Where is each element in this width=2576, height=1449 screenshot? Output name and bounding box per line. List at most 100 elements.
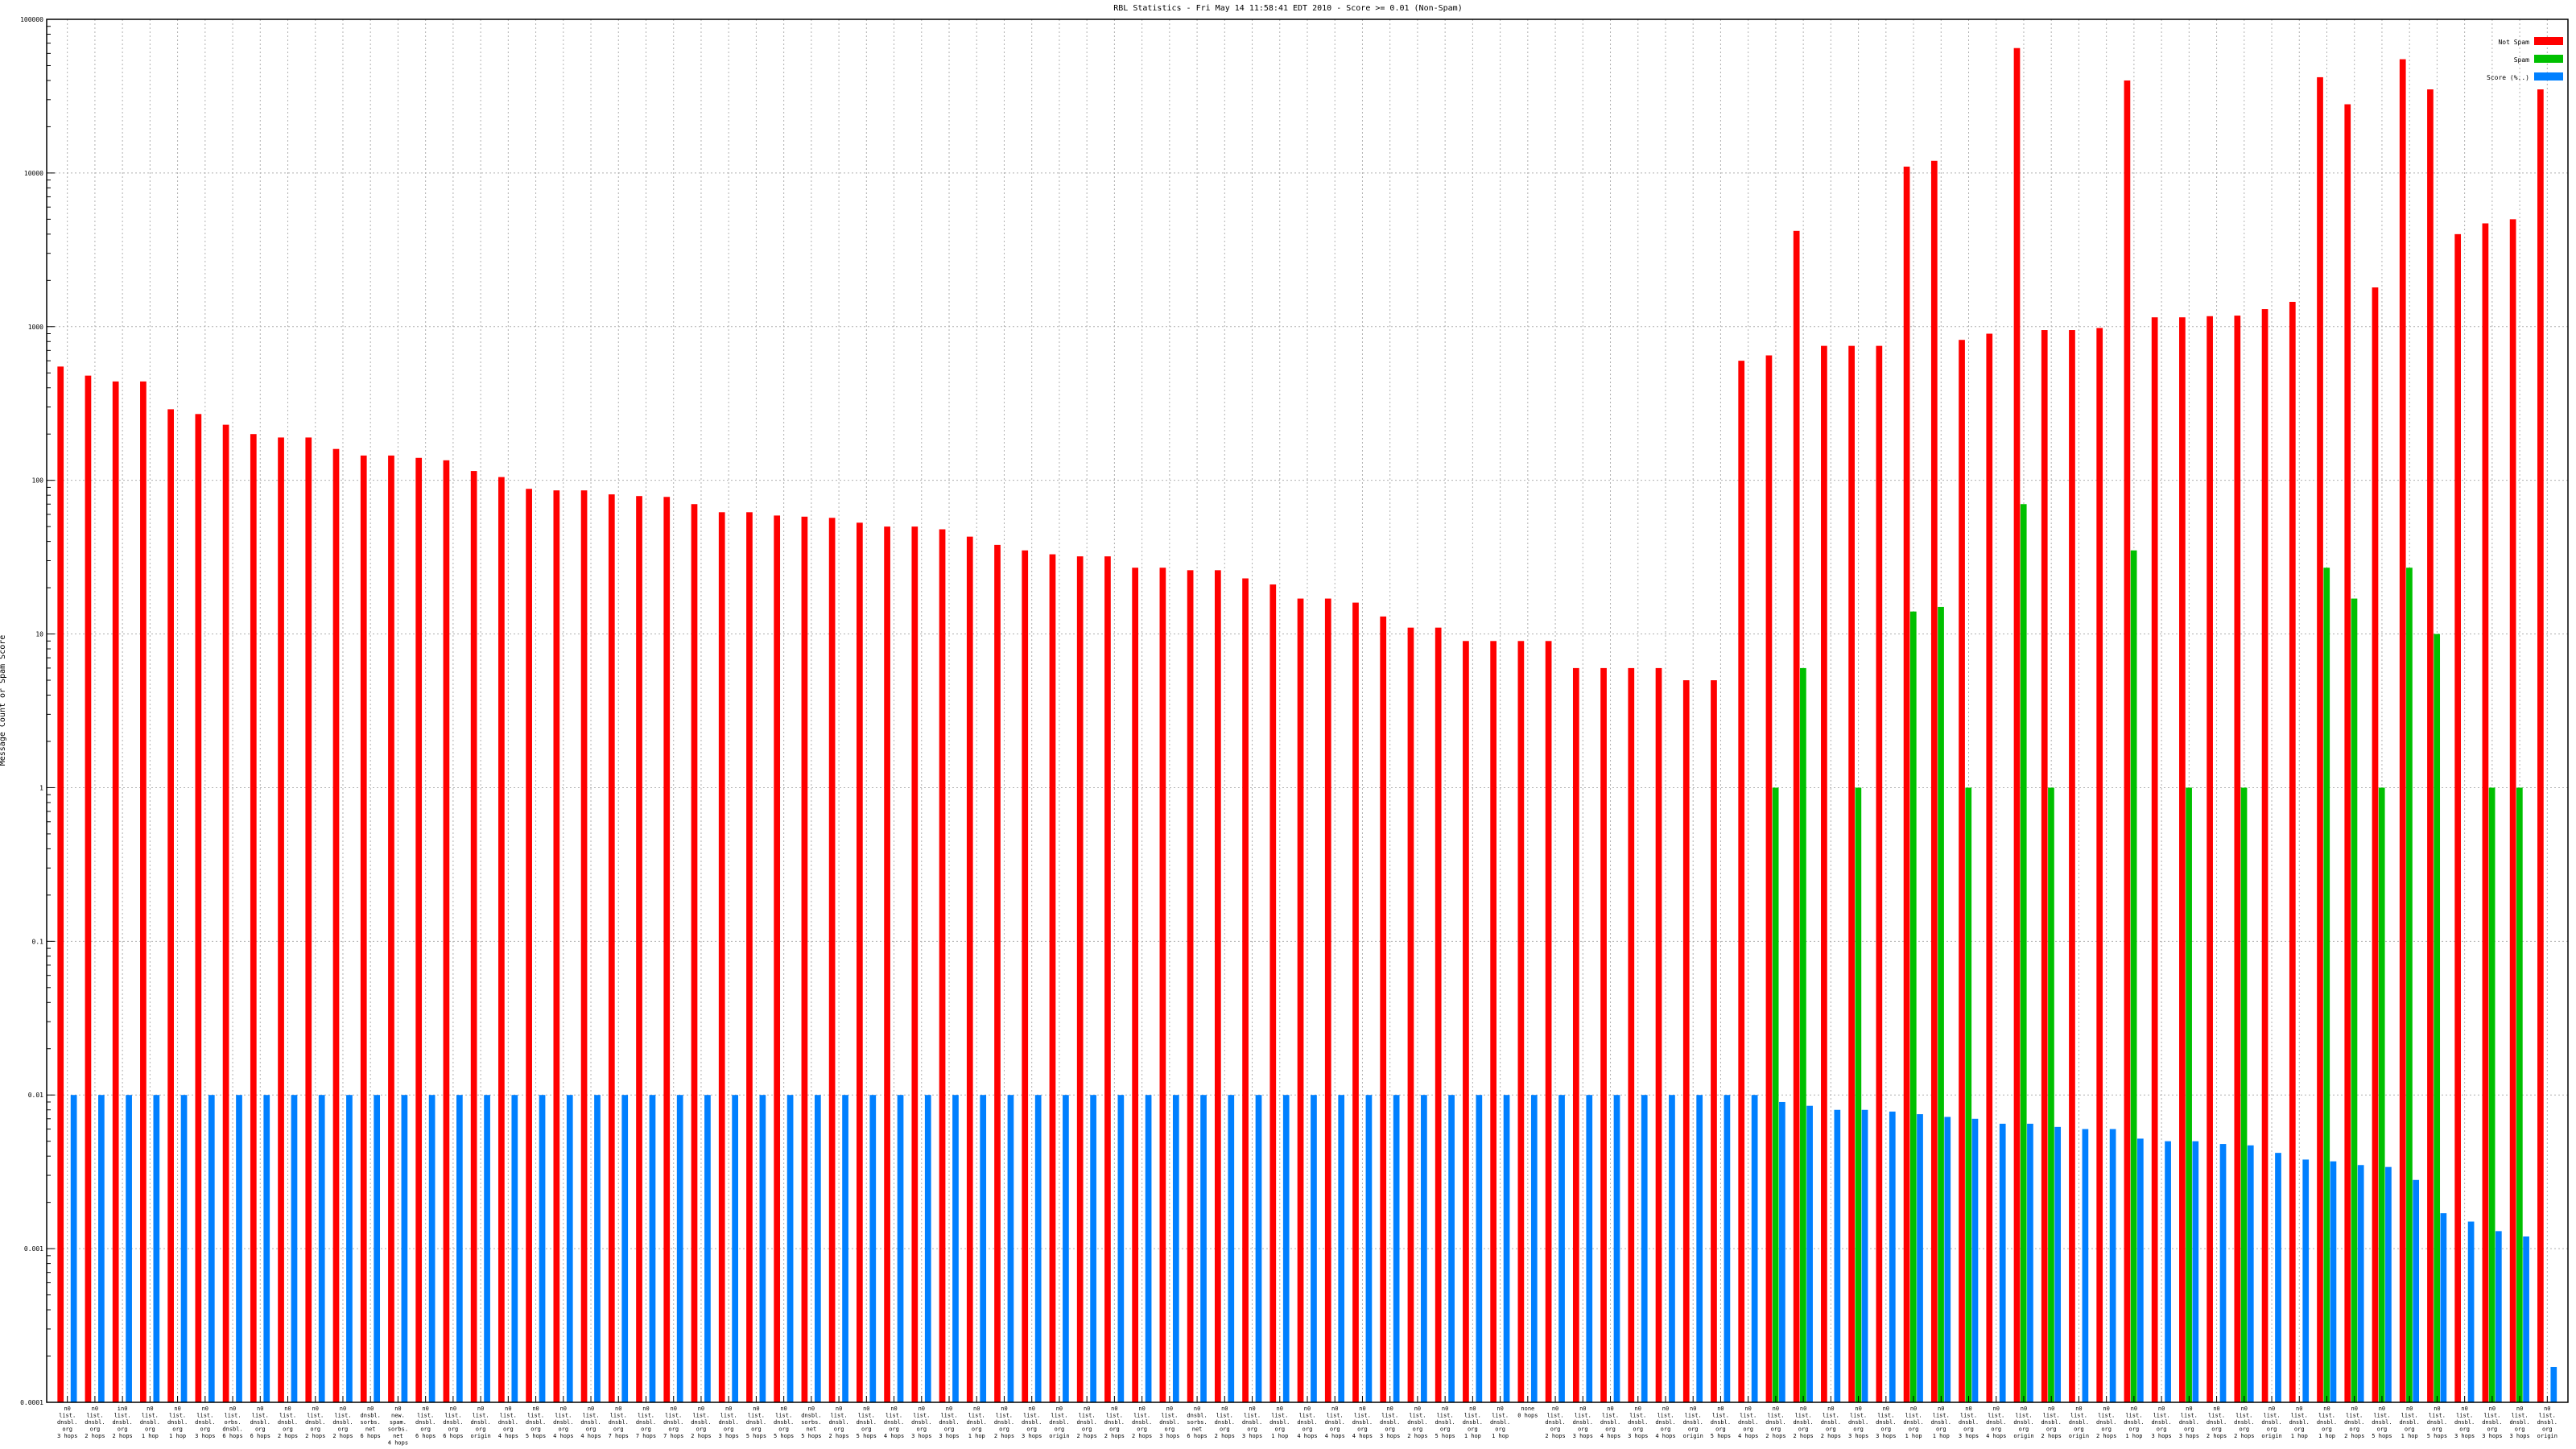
bar-score (180, 1095, 188, 1402)
x-tick-label-line: dnsbl. (774, 1419, 794, 1426)
x-tick-label-line: org (1274, 1426, 1285, 1433)
bar-spam (1855, 787, 1862, 1402)
x-tick-label: n0 list. dnsbl. org 3 hops (1022, 1406, 1042, 1439)
bar-not-spam (2289, 301, 2296, 1403)
x-tick-label-line: org (90, 1426, 101, 1433)
x-tick-label-line: list. (1877, 1413, 1894, 1419)
bar-score (1311, 1095, 1317, 1402)
x-tick-label-line: org (889, 1426, 899, 1433)
x-tick-label-line: org (1578, 1426, 1588, 1433)
x-tick-label-line: org (2432, 1426, 2442, 1433)
x-tick-label-line: dnsbl. (967, 1419, 987, 1426)
x-tick-label-line: sorbs. (1187, 1419, 1207, 1426)
x-tick-label-line: 3 hops (2151, 1433, 2171, 1439)
x-tick-label: n0 list. dnsbl. org 3 hops (1242, 1406, 1262, 1439)
bar-score (484, 1095, 490, 1402)
x-tick-label-line: 4 hops (1738, 1433, 1758, 1439)
x-tick-label-line: 5 hops (526, 1433, 546, 1439)
x-tick-label-line: 4 hops (884, 1433, 904, 1439)
x-tick-label-line: org (1550, 1426, 1561, 1433)
bar-not-spam (939, 529, 946, 1402)
x-tick-label-line: list. (59, 1413, 76, 1419)
x-tick-label-line: list. (610, 1413, 627, 1419)
x-tick-label: n0 list. dnsbl. org origin (1049, 1406, 1069, 1439)
bar-score (2109, 1129, 2116, 1402)
x-tick-label-line: n0 (1744, 1406, 1751, 1412)
x-tick-label-line: dnsbl. (746, 1419, 766, 1426)
x-tick-label: n0 list. dnsbl. org 3 hops (1876, 1406, 1896, 1439)
x-tick-label-line: dnsbl. (1132, 1419, 1152, 1426)
bar-score (621, 1095, 629, 1402)
bar-spam (2130, 550, 2137, 1403)
x-tick-label-line: 3 hops (2454, 1433, 2475, 1439)
bar-score (1338, 1095, 1345, 1402)
bar-score (924, 1095, 931, 1402)
x-tick-label-line: org (1302, 1426, 1313, 1433)
x-tick-label-line: org (1715, 1426, 1726, 1433)
bar-not-spam (663, 497, 671, 1402)
x-tick-label-line: list. (665, 1413, 682, 1419)
x-tick-label: n0 list. dnsbl. org 1 hop (1490, 1406, 1510, 1439)
x-tick-label-line: 4 hops (580, 1433, 601, 1439)
bar-score (814, 1095, 821, 1402)
y-axis-label: Message Count or Spam Score (0, 635, 7, 766)
bar-not-spam (1407, 627, 1414, 1402)
x-tick-label-line: 5 hops (801, 1433, 821, 1439)
x-tick-label: n0 list. dnsbl. org 3 hops (2509, 1406, 2529, 1439)
bar-not-spam (2372, 287, 2379, 1403)
bar-score (539, 1095, 546, 1402)
x-tick-label-line: org (310, 1426, 320, 1433)
x-tick-label-line: org (1688, 1426, 1699, 1433)
x-tick-label-line: list. (196, 1413, 213, 1419)
x-tick-label-line: 3 hops (1628, 1433, 1648, 1439)
bar-score (1255, 1095, 1262, 1402)
x-tick-label-line: n0 (2021, 1406, 2027, 1412)
y-tick-label: 10000 (24, 170, 43, 177)
x-tick-label: n0 list. dnsbl. org 2 hops (828, 1406, 848, 1439)
bar-not-spam (222, 424, 229, 1402)
x-tick-label: n0 list. dnsbl. org 5 hops (2427, 1406, 2447, 1439)
x-tick-label: n0 list. dnsbl. org 4 hops (1352, 1406, 1373, 1439)
bar-spam (2488, 787, 2496, 1402)
x-tick-label-line: org (1330, 1426, 1340, 1433)
x-tick-label: n0 list. dnsbl. org 1 hop (2317, 1406, 2337, 1439)
bar-not-spam (57, 366, 64, 1403)
x-tick-label: n0 list. dnsbl. org 2 hops (1407, 1406, 1427, 1439)
x-tick-label-line: 6 hops (361, 1433, 381, 1439)
bar-not-spam (1848, 345, 1855, 1402)
x-tick-label: n0 list. dnsbl. org 6 hops (415, 1406, 436, 1439)
x-tick-label-line: org (972, 1426, 982, 1433)
bar-not-spam (746, 512, 753, 1402)
bar-score (456, 1095, 463, 1402)
x-tick-label-line: 1 hop (968, 1433, 985, 1439)
x-tick-label-line: dnsbl. (801, 1413, 821, 1419)
legend-swatch (2534, 55, 2563, 63)
x-tick-label-line: dnsbl. (2069, 1419, 2089, 1426)
x-tick-label-line: list. (225, 1413, 242, 1419)
x-tick-label-line: dnsbl. (2317, 1419, 2337, 1426)
x-tick-label-line: dnsbl. (1986, 1419, 2006, 1426)
x-tick-label-line: n0 (1635, 1406, 1641, 1412)
bar-score (1063, 1095, 1069, 1402)
x-tick-label-line: org (118, 1426, 128, 1433)
x-tick-label-line: org (2074, 1426, 2084, 1433)
x-tick-label: n0 list. dnsbl. org 5 hops (857, 1406, 877, 1439)
x-tick-label-line: org (2322, 1426, 2332, 1433)
x-tick-label-line: origin (470, 1433, 490, 1439)
x-tick-label-line: org (2157, 1426, 2167, 1433)
x-tick-label-line: org (1165, 1426, 1175, 1433)
bar-not-spam (2234, 316, 2241, 1403)
x-tick-label: n0 list. dnsbl. org 3 hops (719, 1406, 739, 1439)
x-tick-label-line: list. (2346, 1413, 2363, 1419)
bar-score (1999, 1123, 2006, 1402)
x-tick-label-line: 2 hops (1407, 1433, 1427, 1439)
x-tick-label-line: n0 (1607, 1406, 1613, 1412)
x-tick-label-line: list. (968, 1413, 985, 1419)
x-tick-label-line: org (999, 1426, 1009, 1433)
x-tick-label-line: org (1853, 1426, 1864, 1433)
x-tick-label-line: org (420, 1426, 431, 1433)
x-tick-label: n0 list. dnsbl. org 2 hops (2096, 1406, 2116, 1439)
x-tick-label-line: n0 (1552, 1406, 1558, 1412)
x-tick-label-line: 2 hops (2207, 1433, 2227, 1439)
